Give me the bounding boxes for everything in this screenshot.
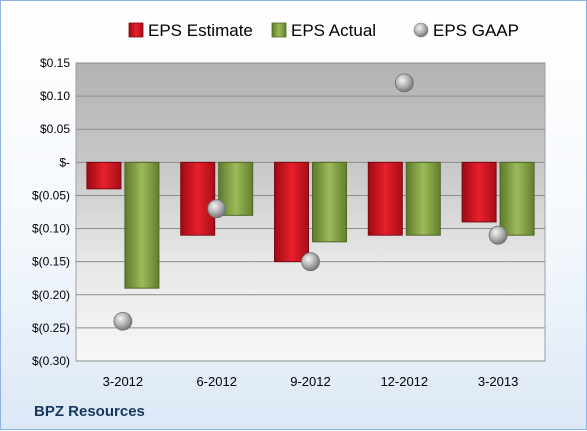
eps-gaap-point (488, 225, 508, 245)
legend-label: EPS Actual (291, 21, 376, 40)
bars (86, 161, 535, 289)
eps-gaap-point (113, 311, 133, 331)
y-tick-label: $(0.30) (32, 354, 70, 368)
y-tick-label: $(0.25) (32, 321, 70, 335)
y-tick-label: $- (59, 155, 70, 169)
x-tick-label: 9-2012 (290, 374, 330, 389)
y-tick-label: $0.10 (40, 89, 70, 103)
gaap-points (113, 73, 508, 331)
legend-swatch-estimate (128, 22, 144, 38)
eps-gaap-point (207, 199, 227, 219)
legend: EPS Estimate EPS Actual EPS GAAP (128, 21, 519, 40)
legend-swatch-actual (271, 22, 287, 38)
y-tick-label: $0.05 (40, 122, 70, 136)
eps-actual-bar (312, 161, 347, 243)
legend-label: EPS Estimate (148, 21, 253, 40)
eps-estimate-bar (461, 161, 497, 223)
y-tick-label: $(0.05) (32, 188, 70, 202)
legend-label: EPS GAAP (433, 21, 519, 40)
x-tick-label: 3-2013 (478, 374, 518, 389)
x-tick-label: 6-2012 (196, 374, 236, 389)
eps-estimate-bar (180, 161, 216, 236)
eps-estimate-bar (367, 161, 403, 236)
eps-actual-bar (499, 161, 535, 236)
x-axis-labels: 3-2012 6-2012 9-2012 12-2012 3-2013 (103, 374, 519, 389)
gridlines (76, 62, 545, 362)
y-tick-label: $(0.10) (32, 222, 70, 236)
eps-actual-bar (405, 161, 441, 236)
x-tick-label: 3-2012 (103, 374, 143, 389)
y-tick-label: $0.15 (40, 56, 70, 70)
eps-gaap-point (301, 252, 320, 272)
y-tick-label: $(0.15) (32, 255, 70, 269)
y-tick-label: $(0.20) (32, 288, 70, 302)
eps-actual-bar (124, 161, 160, 289)
y-axis-labels: $0.15 $0.10 $0.05 $- $(0.05) $(0.10) $(0.15) $(… (32, 56, 70, 368)
eps-estimate-bar (274, 161, 309, 263)
eps-gaap-point (394, 73, 414, 93)
company-name: BPZ Resources (34, 403, 145, 420)
eps-estimate-bar (86, 161, 122, 190)
x-tick-label: 12-2012 (380, 374, 428, 389)
legend-swatch-gaap (413, 22, 429, 38)
